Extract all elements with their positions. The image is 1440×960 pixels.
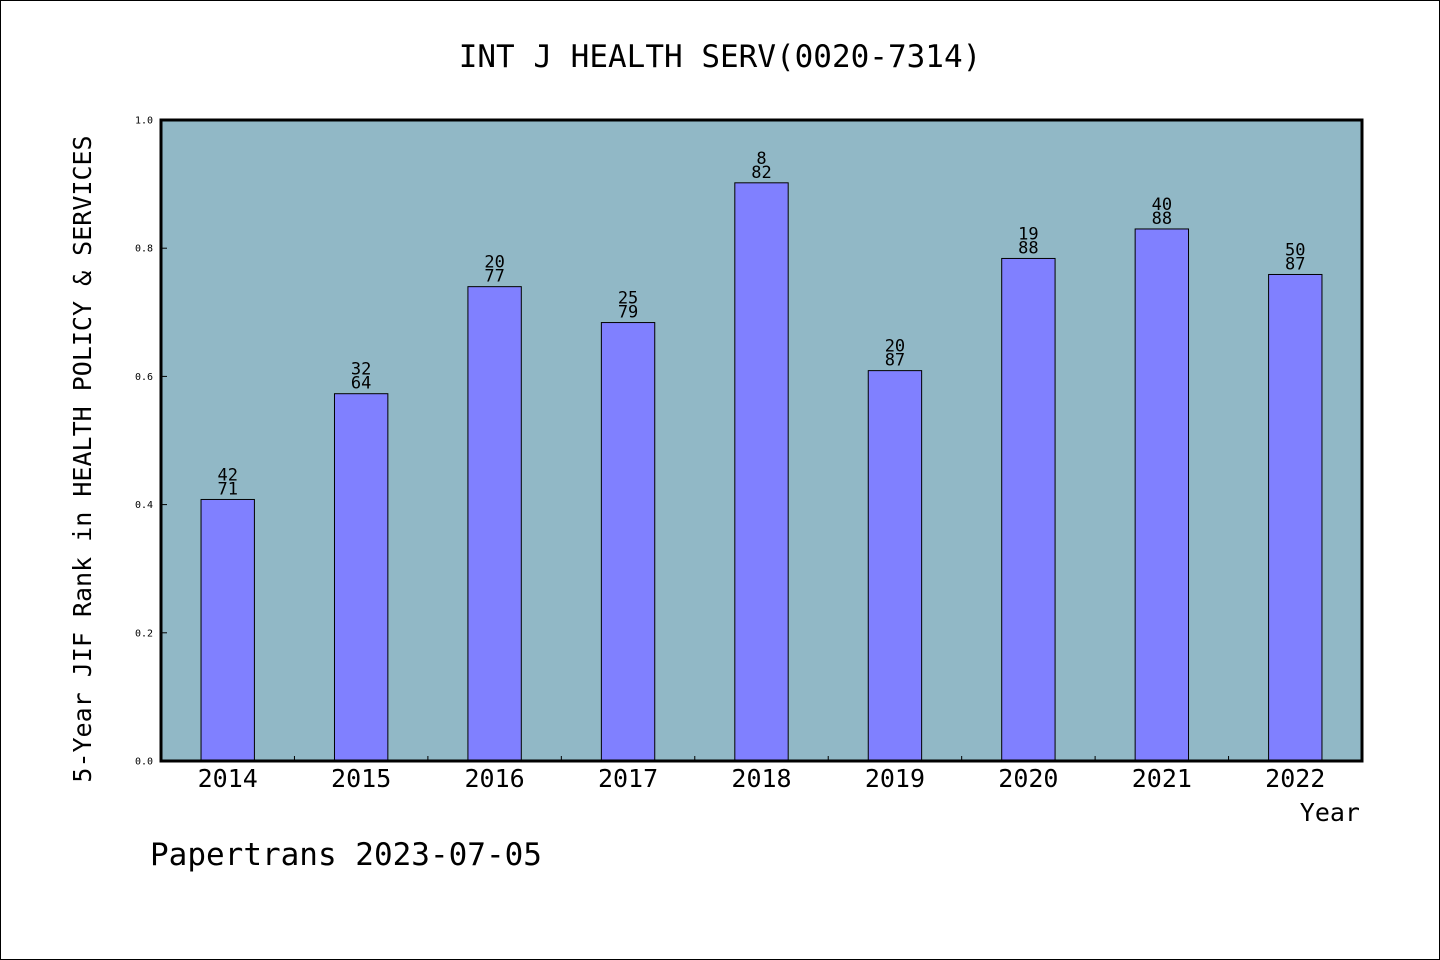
- bar-2019: [867, 370, 923, 762]
- x-tick-label-2018: 2018: [731, 764, 791, 793]
- bar-total-label-2021: 88: [1152, 209, 1172, 229]
- bar-rank-label-2014: 42: [217, 465, 237, 485]
- bar-rank-label-2022: 50: [1285, 240, 1305, 260]
- bar-2020: [1001, 257, 1056, 762]
- x-axis-title: Year: [1300, 798, 1360, 827]
- bar-2022: [1268, 273, 1323, 762]
- bar-rank-label-2018: 8: [756, 149, 766, 169]
- bar-2016: [467, 286, 522, 762]
- bar-total-label-2014: 71: [217, 479, 237, 499]
- bar-rank-label-2016: 20: [484, 253, 504, 273]
- bar-total-label-2015: 64: [351, 374, 371, 394]
- x-tick-label-2016: 2016: [465, 764, 525, 793]
- y-tick-label-3: 0.6: [135, 372, 153, 383]
- bar-2021: [1134, 228, 1190, 762]
- y-axis-title: 5-Year JIF Rank in HEALTH POLICY & SERVI…: [68, 135, 97, 782]
- bar-2015: [333, 393, 389, 762]
- bar-total-label-2017: 79: [618, 303, 638, 323]
- bar-total-label-2022: 87: [1285, 254, 1305, 274]
- bar-rank-label-2019: 20: [885, 337, 905, 357]
- bar-rank-label-2017: 25: [618, 289, 638, 309]
- y-tick-label-5: 1.0: [135, 116, 153, 127]
- x-tick-label-2015: 2015: [331, 764, 391, 793]
- bar-2017: [600, 322, 656, 762]
- x-tick-label-2020: 2020: [998, 764, 1058, 793]
- y-tick-label-1: 0.2: [135, 628, 153, 639]
- bar-total-label-2019: 87: [885, 351, 905, 371]
- x-tick-label-2019: 2019: [865, 764, 925, 793]
- x-tick-label-2017: 2017: [598, 764, 658, 793]
- y-tick-label-2: 0.4: [135, 500, 153, 511]
- bar-total-label-2016: 77: [484, 267, 504, 287]
- bar-total-label-2020: 88: [1018, 238, 1038, 258]
- bars-group: [200, 182, 1323, 762]
- y-tick-label-0: 0.0: [135, 757, 153, 768]
- bar-rank-label-2020: 19: [1018, 224, 1038, 244]
- x-tick-label-2014: 2014: [198, 764, 258, 793]
- chart-title: INT J HEALTH SERV(0020-7314): [459, 39, 982, 75]
- footer-source-text: Papertrans 2023-07-05: [150, 837, 542, 873]
- bar-rank-label-2015: 32: [351, 360, 371, 380]
- x-tick-label-2022: 2022: [1265, 764, 1325, 793]
- bar-rank-label-2021: 40: [1152, 195, 1172, 215]
- plot-border: [159, 118, 1364, 763]
- bar-total-label-2018: 82: [751, 163, 771, 183]
- x-tick-label-2021: 2021: [1132, 764, 1192, 793]
- bar-2018: [734, 182, 789, 762]
- x-axis: 2014 2015 2016 2017 2018 2019 2020 2021 2022: [198, 756, 1325, 793]
- y-tick-label-4: 0.8: [135, 244, 153, 255]
- bar-2014: [200, 498, 255, 762]
